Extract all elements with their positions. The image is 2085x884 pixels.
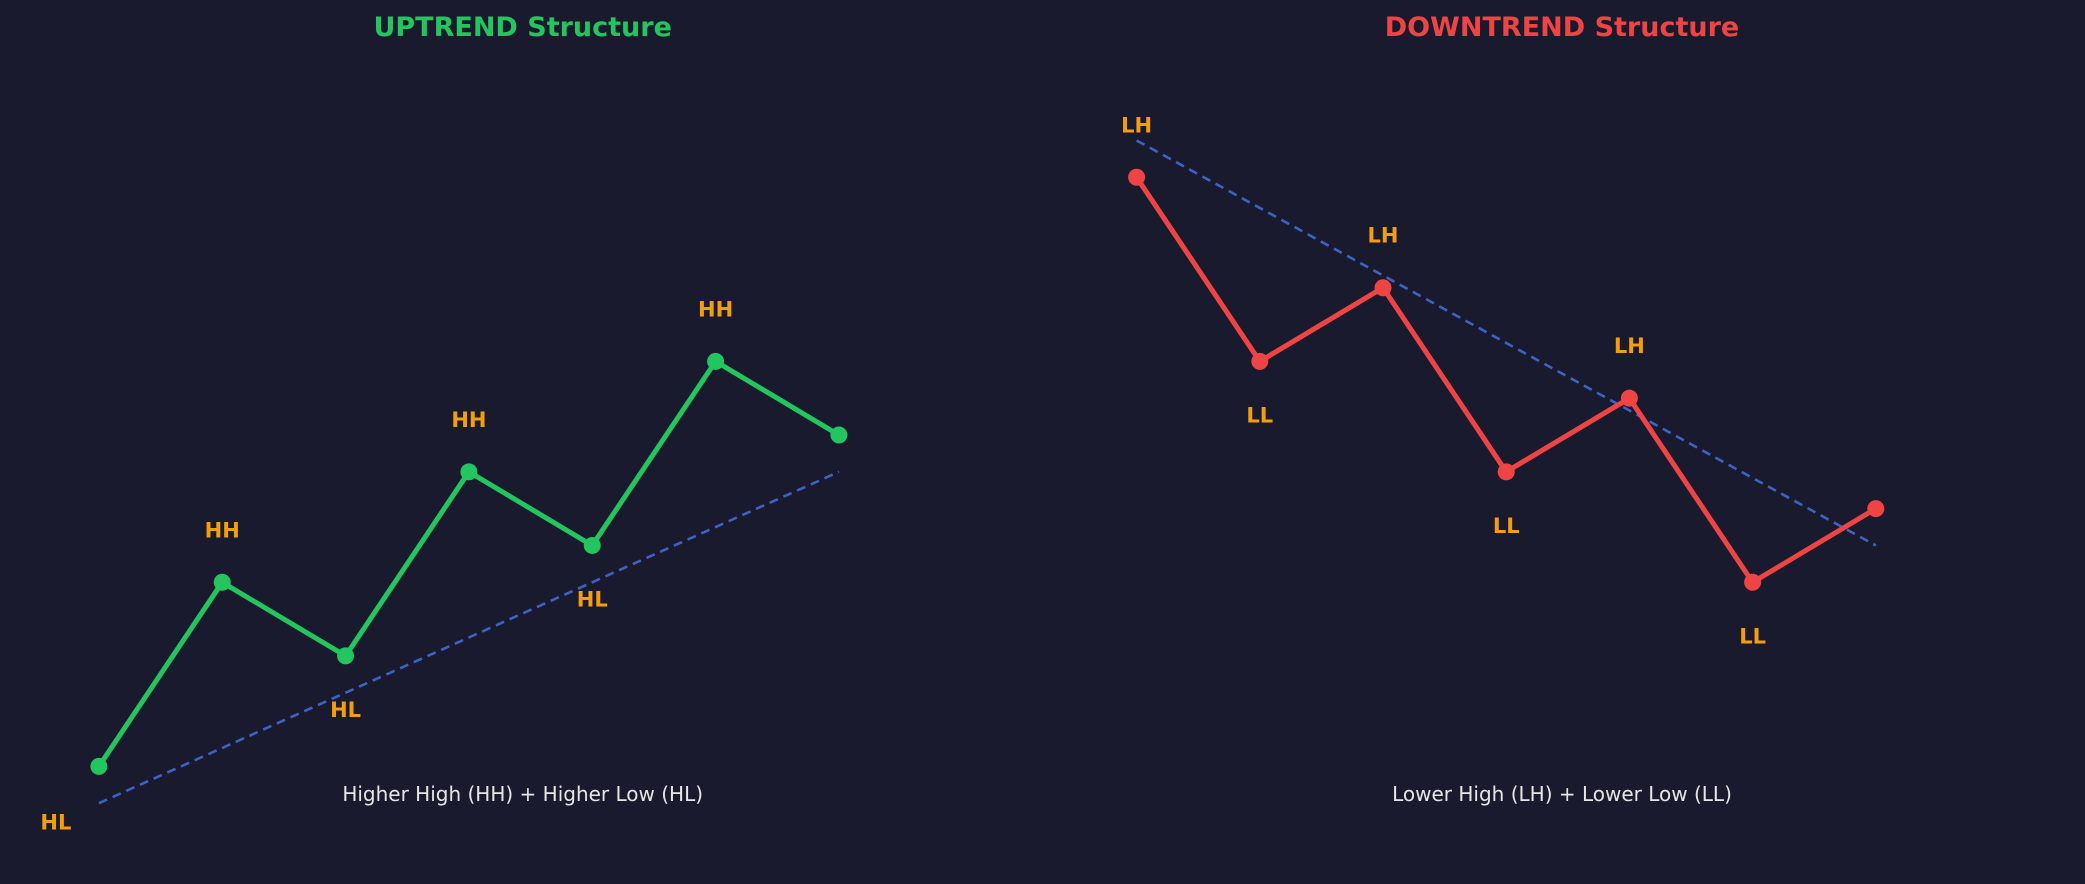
downtrend-panel: DOWNTREND Structure LH LL LH LL LH LL Lower Hig… <box>1121 12 1885 806</box>
downtrend-swing-point <box>1374 279 1392 297</box>
downtrend-swing-point <box>1744 573 1762 591</box>
uptrend-swing-point <box>213 573 231 591</box>
downtrend-chart-title: DOWNTREND Structure <box>1385 12 1739 43</box>
uptrend-swing-point <box>583 536 601 554</box>
downtrend-trendline <box>1135 139 1877 547</box>
uptrend-chart-title: UPTREND Structure <box>373 12 671 43</box>
uptrend-swing-label: HL <box>40 810 71 834</box>
uptrend-swing-point <box>337 647 355 665</box>
downtrend-swing-point <box>1128 168 1146 186</box>
downtrend-swing-label: LH <box>1368 224 1399 248</box>
uptrend-swing-label: HL <box>577 587 608 611</box>
downtrend-swing-label: LH <box>1121 113 1152 137</box>
downtrend-swing-label: LH <box>1614 334 1645 358</box>
uptrend-trendline <box>98 470 840 805</box>
uptrend-panel: UPTREND Structure HL HH HL HH HL HH Higher High… <box>40 12 848 834</box>
downtrend-swing-point <box>1497 463 1515 481</box>
uptrend-swing-point <box>707 352 725 370</box>
downtrend-caption: Lower High (LH) + Lower Low (LL) <box>1392 782 1732 806</box>
downtrend-swing-label: LL <box>1739 624 1766 648</box>
uptrend-swing-label: HH <box>698 297 733 321</box>
uptrend-swing-label: HH <box>205 518 240 542</box>
uptrend-swing-label: HL <box>330 698 361 722</box>
downtrend-swing-point <box>1620 389 1638 407</box>
uptrend-swing-label: HH <box>451 408 486 432</box>
downtrend-swing-point <box>1867 500 1885 518</box>
uptrend-swing-point <box>90 757 108 775</box>
uptrend-swing-point <box>830 426 848 444</box>
downtrend-swing-label: LL <box>1493 514 1520 538</box>
downtrend-swing-point <box>1251 352 1269 370</box>
uptrend-caption: Higher High (HH) + Higher Low (HL) <box>342 782 703 806</box>
downtrend-swing-label: LL <box>1246 403 1273 427</box>
uptrend-swing-point <box>460 463 478 481</box>
